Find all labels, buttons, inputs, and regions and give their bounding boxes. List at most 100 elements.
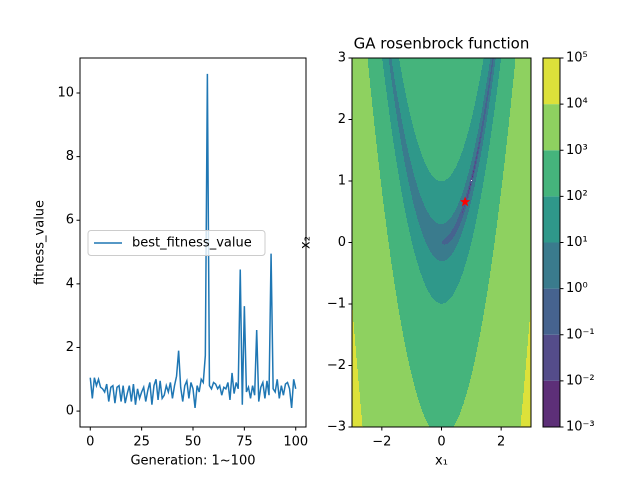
contour-band <box>423 158 460 160</box>
contour-band <box>395 285 425 287</box>
contour-band <box>378 161 396 163</box>
contour-band <box>482 135 484 137</box>
contour-band <box>456 222 461 224</box>
contour-band <box>352 389 359 391</box>
contour-band <box>486 100 488 102</box>
contour-band <box>488 74 490 76</box>
contour-band <box>480 203 500 205</box>
contour-band <box>510 111 531 113</box>
contour-band <box>483 117 485 119</box>
contour-band <box>385 217 406 219</box>
contour-band <box>477 216 498 218</box>
contour-band <box>468 198 472 200</box>
contour-band <box>476 181 484 183</box>
contour-band <box>481 329 529 331</box>
contour-band <box>392 132 399 134</box>
contour-band <box>454 250 469 252</box>
contour-band <box>494 243 531 245</box>
contour-band <box>400 180 408 182</box>
contour-band <box>476 353 527 355</box>
contour-band <box>393 66 400 68</box>
contour-band <box>477 134 480 136</box>
contour-band <box>482 68 489 70</box>
contour-band <box>352 202 383 204</box>
contour-band <box>478 211 499 213</box>
contour-band <box>499 74 514 76</box>
contour-band <box>521 415 531 417</box>
contour-band <box>528 342 531 344</box>
contour-band <box>497 88 512 90</box>
contour-band <box>492 68 494 70</box>
contour-band <box>451 175 468 177</box>
contour-band <box>429 171 453 173</box>
y-tick-label: 0 <box>338 235 346 250</box>
contour-band <box>385 81 392 83</box>
contour-band <box>383 199 403 201</box>
contour-band <box>482 69 489 71</box>
contour-band <box>352 263 391 265</box>
contour-band <box>514 73 531 75</box>
contour-band <box>523 400 531 402</box>
contour-band <box>515 61 531 63</box>
contour-band <box>486 85 488 87</box>
contour-band <box>352 127 375 129</box>
contour-band <box>445 244 457 246</box>
contour-band <box>459 202 464 204</box>
contour-band <box>493 81 498 83</box>
contour-band <box>379 169 398 171</box>
contour-band <box>469 383 524 385</box>
contour-band <box>352 136 376 138</box>
contour-band <box>521 421 531 423</box>
contour-band <box>525 375 531 377</box>
contour-band <box>368 63 383 65</box>
contour-band <box>448 220 457 222</box>
contour-band <box>446 237 453 239</box>
contour-band <box>395 149 402 151</box>
contour-band <box>457 163 471 165</box>
contour-band <box>352 132 375 134</box>
contour-band <box>353 319 400 321</box>
contour-band <box>475 163 476 165</box>
contour-band <box>417 183 465 185</box>
contour-band <box>415 133 468 135</box>
contour-band <box>352 358 357 360</box>
contour-band <box>459 239 472 241</box>
contour-band <box>484 113 486 115</box>
contour-band <box>475 228 496 230</box>
contour-band <box>472 116 481 118</box>
contour-band <box>488 87 490 89</box>
contour-band <box>469 191 470 193</box>
contour-band <box>404 160 410 162</box>
contour-band <box>486 125 492 127</box>
contour-band <box>391 58 399 60</box>
contour-band <box>488 86 490 88</box>
contour-band <box>471 186 475 188</box>
contour-band <box>352 233 387 235</box>
contour-band <box>421 406 462 408</box>
contour-band <box>411 163 425 165</box>
contour-band <box>412 120 471 122</box>
contour-band <box>385 84 392 86</box>
contour-band <box>472 159 475 161</box>
contour-band <box>450 298 486 300</box>
contour-band <box>352 279 394 281</box>
contour-band <box>465 205 466 207</box>
contour-band <box>352 416 362 418</box>
contour-band <box>499 210 531 212</box>
contour-band <box>389 244 412 246</box>
contour-band <box>419 267 464 269</box>
contour-band <box>408 223 419 225</box>
contour-band <box>468 254 493 256</box>
contour-band <box>378 158 396 160</box>
contour-band <box>352 219 386 221</box>
contour-band <box>424 160 459 162</box>
contour-band <box>386 225 408 227</box>
contour-band <box>423 201 459 203</box>
contour-band <box>462 218 467 220</box>
contour-band <box>426 286 457 288</box>
colorbar-band <box>543 288 560 335</box>
contour-band <box>401 115 410 117</box>
contour-band <box>475 227 497 229</box>
contour-band <box>458 204 463 206</box>
contour-band <box>395 79 403 81</box>
